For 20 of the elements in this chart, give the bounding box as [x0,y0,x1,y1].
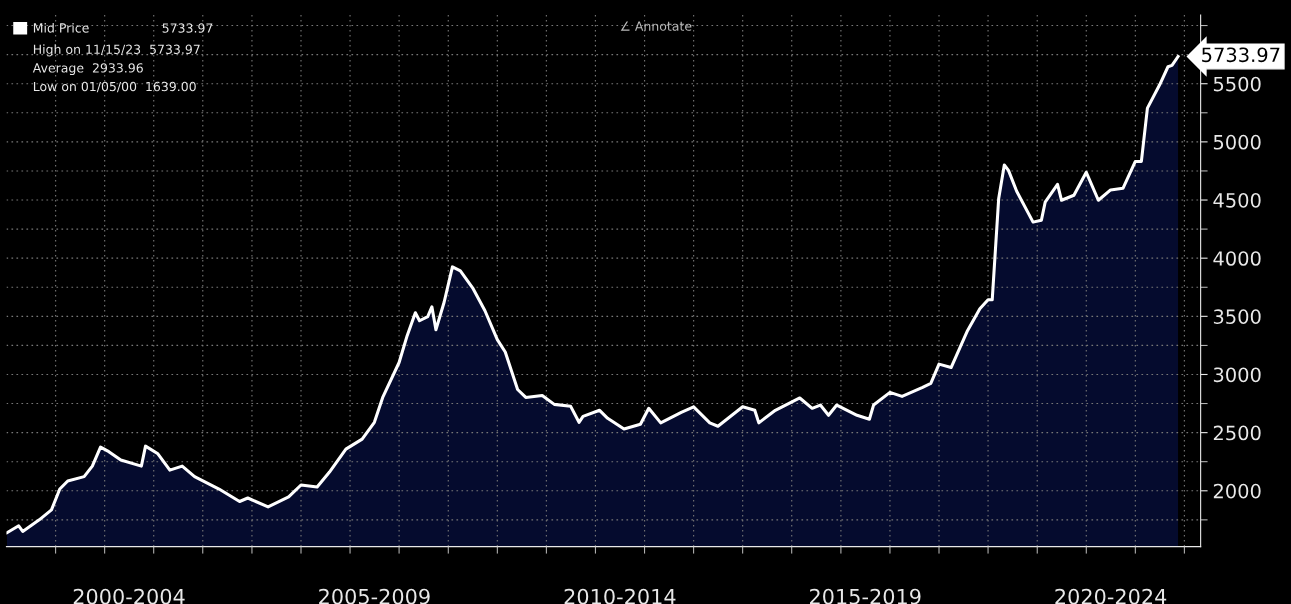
y-tick-label: 3000 [1213,367,1261,383]
y-tick-label: 2500 [1213,425,1261,441]
y-tick-label: 3500 [1213,309,1261,324]
y-tick-label: 4000 [1213,251,1261,266]
x-tick-label: 2015-2019 [809,588,921,604]
annotation: High on 11/15/23 5733.97 [33,44,200,57]
x-tick-label: 2010-2014 [564,588,676,604]
x-tick-label: 2020-2024 [1055,588,1167,604]
y-tick-label: 5500 [1213,76,1261,92]
y-tick-label: 5000 [1213,134,1261,150]
annotation: Low on 01/05/00 1639.00 [33,81,196,93]
annotation: ∠ Annotate [620,21,692,31]
y-tick-label: 2000 [1213,483,1261,499]
annotation: 5733.97 [162,23,213,33]
x-tick-label: 2000-2004 [73,588,185,604]
y-tick-label: 4500 [1213,192,1261,208]
x-tick-label: 2005-2009 [319,588,430,604]
annotation: Average 2933.96 [32,63,143,76]
annotation: 5733.97 [1202,47,1280,63]
legend-label: Mid Price [33,22,89,33]
